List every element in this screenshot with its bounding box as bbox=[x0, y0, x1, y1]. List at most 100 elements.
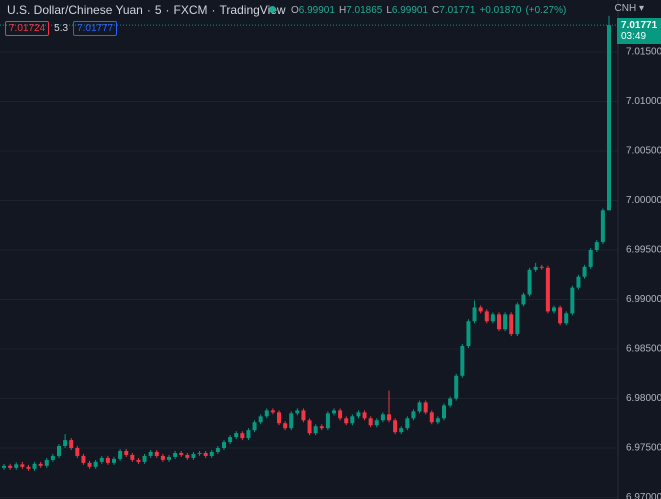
candle-body bbox=[197, 452, 202, 454]
high-value: 7.01865 bbox=[346, 4, 383, 16]
currency-label[interactable]: CNH ▾ bbox=[614, 3, 644, 14]
candle-body bbox=[429, 412, 434, 423]
candle-body bbox=[154, 451, 159, 456]
close-value: 7.01771 bbox=[439, 4, 476, 16]
candle-body bbox=[185, 454, 190, 458]
candle-body bbox=[576, 276, 581, 288]
y-tick-label: 6.97500 bbox=[626, 443, 661, 454]
ask-button[interactable]: 7.01777 bbox=[73, 21, 118, 36]
candle-body bbox=[313, 426, 318, 434]
market-status[interactable] bbox=[269, 6, 276, 13]
candle-body bbox=[368, 418, 373, 426]
price-axis bbox=[618, 0, 661, 499]
candle-body bbox=[112, 458, 116, 463]
candle-body bbox=[191, 453, 196, 458]
y-tick-label: 7.01000 bbox=[626, 96, 661, 107]
candle-body bbox=[301, 410, 306, 421]
candle-body bbox=[338, 410, 343, 419]
candle-body bbox=[50, 455, 55, 460]
last-price-label: 7.01771 03:49 bbox=[617, 18, 661, 45]
y-tick-label: 7.00000 bbox=[626, 195, 661, 206]
candle-body bbox=[173, 452, 178, 457]
candle-body bbox=[307, 420, 312, 434]
candle-body bbox=[2, 465, 6, 468]
candle-body bbox=[124, 450, 129, 455]
candle-body bbox=[594, 242, 599, 250]
y-tick-label: 6.97000 bbox=[626, 492, 661, 499]
candle-body bbox=[32, 463, 37, 469]
candle-body bbox=[142, 455, 147, 462]
open-label: O bbox=[291, 4, 299, 16]
separator: · bbox=[146, 3, 151, 17]
candle-body bbox=[454, 375, 459, 399]
candle-body bbox=[466, 321, 471, 347]
candle-body bbox=[417, 402, 422, 412]
candle-body bbox=[490, 314, 495, 322]
candle-body bbox=[539, 266, 544, 268]
candle-body bbox=[136, 459, 141, 462]
low-value: 6.99901 bbox=[391, 4, 429, 16]
y-tick-label: 6.98000 bbox=[626, 393, 661, 404]
candle-body bbox=[81, 455, 86, 463]
candle-body bbox=[87, 462, 92, 467]
y-tick-label: 6.99500 bbox=[626, 245, 661, 256]
candle-body bbox=[148, 451, 153, 456]
candle-body bbox=[130, 454, 135, 460]
candle-body bbox=[588, 249, 593, 267]
candle-body bbox=[600, 210, 605, 243]
candle-body bbox=[332, 410, 336, 414]
interval: 5 bbox=[154, 3, 162, 17]
bid-button[interactable]: 7.01724 bbox=[5, 21, 50, 36]
candle-body bbox=[380, 414, 385, 421]
candle-body bbox=[460, 346, 465, 376]
candle-body bbox=[14, 464, 19, 468]
candle-body bbox=[215, 448, 220, 452]
candle-body bbox=[527, 269, 532, 295]
candle-body bbox=[393, 420, 398, 433]
trade-badges: 7.01724 5.3 7.01777 bbox=[5, 21, 118, 36]
candle-body bbox=[319, 426, 324, 429]
candle-body bbox=[497, 314, 501, 330]
candle-body bbox=[472, 307, 477, 322]
candle-body bbox=[484, 311, 489, 322]
candle-body bbox=[203, 452, 208, 456]
candle-body bbox=[38, 463, 43, 466]
exchange: FXCM bbox=[173, 3, 208, 17]
candle-body bbox=[405, 418, 410, 429]
candle-body bbox=[105, 457, 110, 463]
countdown: 03:49 bbox=[621, 31, 647, 43]
low-label: L bbox=[386, 4, 392, 16]
candle-body bbox=[222, 442, 226, 449]
symbol-title: U.S. Dollar/Chinese Yuan bbox=[7, 3, 143, 17]
candle-body bbox=[582, 266, 587, 277]
candle-body bbox=[442, 405, 446, 419]
candle-body bbox=[252, 422, 257, 431]
candle-body bbox=[209, 451, 214, 456]
candle-body bbox=[545, 267, 550, 312]
candle-body bbox=[26, 466, 31, 469]
candle-body bbox=[558, 307, 563, 324]
candle-body bbox=[435, 418, 440, 423]
y-tick-label: 7.00500 bbox=[626, 146, 661, 157]
candle-body bbox=[20, 464, 25, 467]
candle-body bbox=[93, 461, 98, 467]
candle-body bbox=[283, 423, 288, 429]
close-label: C bbox=[432, 4, 440, 16]
candle-body bbox=[270, 410, 275, 413]
change: +0.01870 bbox=[479, 4, 522, 16]
grid bbox=[0, 51, 618, 499]
symbol-header: U.S. Dollar/Chinese Yuan · 5 · FXCM · Tr… bbox=[7, 2, 286, 18]
y-tick-label: 6.99000 bbox=[626, 294, 661, 305]
candle-body bbox=[570, 287, 575, 314]
candle-body bbox=[8, 465, 13, 468]
candle-body bbox=[44, 459, 49, 466]
candle-body bbox=[350, 416, 355, 424]
candle-body bbox=[228, 437, 233, 443]
separator: · bbox=[211, 3, 216, 17]
candle-body bbox=[160, 455, 165, 460]
candle-body bbox=[57, 446, 61, 456]
candle-body bbox=[399, 428, 404, 433]
candle-body bbox=[503, 314, 508, 330]
candle-body bbox=[258, 416, 263, 423]
candle-body bbox=[63, 440, 68, 447]
